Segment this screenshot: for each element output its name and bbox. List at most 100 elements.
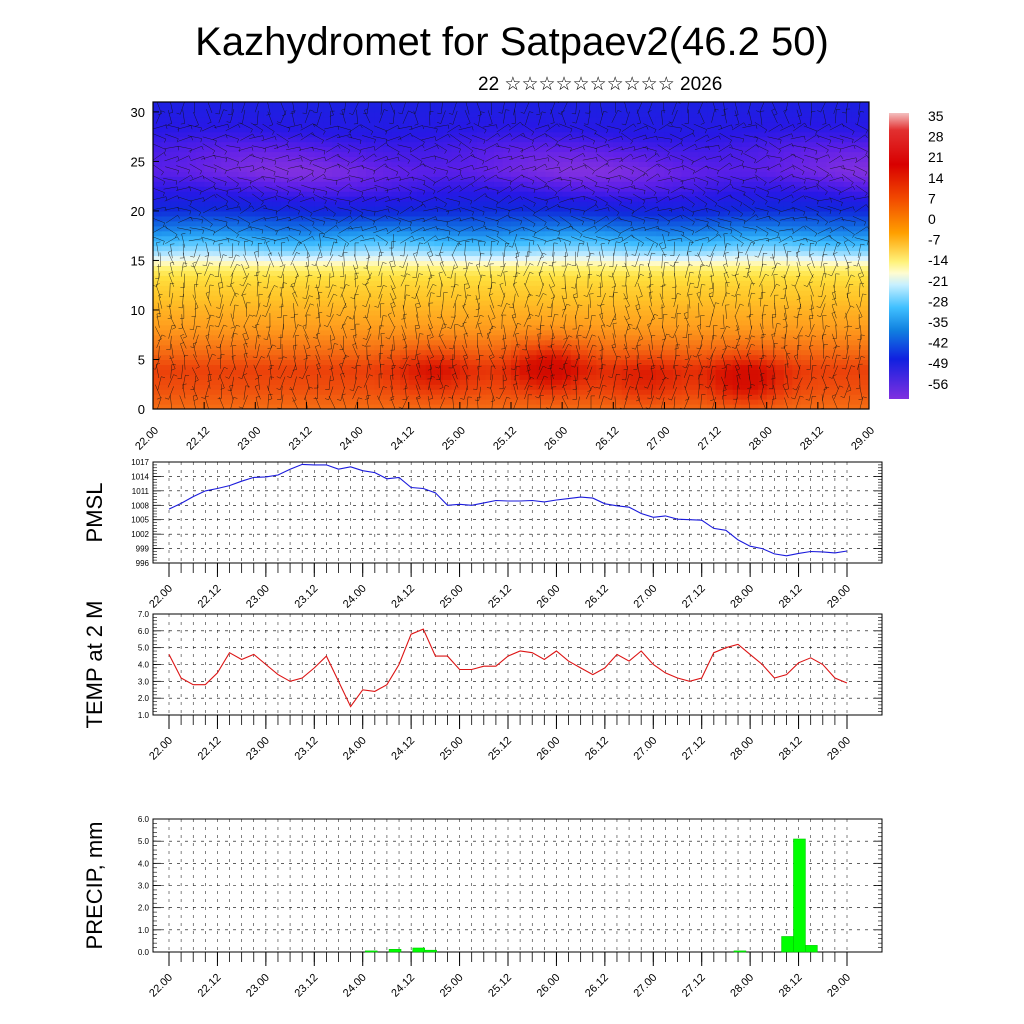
- heatmap-cell: [468, 270, 478, 276]
- heatmap-cell: [459, 399, 469, 405]
- heatmap-cell: [783, 151, 793, 158]
- heatmap-cell: [630, 290, 640, 296]
- heatmap-cell: [374, 339, 384, 346]
- heatmap-cell: [749, 161, 759, 167]
- heatmap-cell: [749, 339, 759, 346]
- heatmap-cell: [655, 176, 666, 182]
- heatmap-cell: [664, 280, 674, 286]
- heatmap-cell: [238, 250, 248, 257]
- heatmap-cell: [357, 349, 367, 356]
- heatmap-cell: [246, 171, 256, 177]
- heatmap-cell: [332, 186, 342, 192]
- heatmap-cell: [400, 255, 410, 262]
- heatmap-cell: [485, 309, 495, 316]
- heatmap-cell: [255, 205, 265, 212]
- heatmap-cell: [153, 404, 163, 409]
- heatmap-cell: [664, 156, 674, 163]
- heatmap-cell: [783, 131, 793, 138]
- heatmap-cell: [613, 181, 623, 187]
- heatmap-cell: [511, 240, 521, 247]
- heatmap-cell: [476, 285, 487, 291]
- heatmap-cell: [442, 186, 452, 192]
- heatmap-cell: [178, 334, 188, 341]
- heatmap-cell: [408, 161, 418, 167]
- heatmap-cell: [229, 220, 239, 227]
- heatmap-cell: [374, 285, 384, 291]
- heatmap-cell: [459, 270, 469, 276]
- heatmap-cell: [587, 344, 597, 351]
- heatmap-cell: [604, 205, 614, 212]
- heatmap-cell: [817, 146, 827, 153]
- heatmap-cell: [655, 270, 666, 276]
- heatmap-cell: [826, 181, 836, 187]
- heatmap-cell: [204, 399, 214, 405]
- heatmap-cell: [485, 151, 495, 158]
- heatmap-cell: [238, 374, 248, 380]
- heatmap-cell: [613, 116, 623, 123]
- heatmap-cell: [604, 161, 614, 167]
- heatmap-cell: [374, 181, 384, 187]
- heatmap-cell: [690, 210, 700, 217]
- heatmap-cell: [690, 275, 700, 281]
- heatmap-cell: [434, 349, 444, 356]
- heatmap-cell: [255, 324, 265, 331]
- heatmap-cell: [272, 384, 282, 390]
- heatmap-cell: [238, 305, 248, 311]
- heatmap-cell: [775, 339, 785, 346]
- heatmap-cell: [374, 305, 384, 311]
- heatmap-cell: [204, 215, 214, 222]
- heatmap-cell: [195, 394, 205, 400]
- heatmap-cell: [297, 314, 308, 321]
- heatmap-cell: [442, 394, 452, 400]
- heatmap-cell: [698, 319, 708, 326]
- heatmap-cell: [161, 329, 171, 336]
- heatmap-cell: [187, 305, 197, 311]
- heatmap-cell: [263, 171, 273, 177]
- heatmap-cell: [417, 131, 427, 138]
- heatmap-cell: [758, 191, 768, 197]
- heatmap-cell: [332, 106, 342, 113]
- heatmap-cell: [579, 349, 589, 356]
- heatmap-cell: [366, 309, 376, 316]
- heatmap-cell: [715, 131, 725, 138]
- heatmap-cell: [834, 280, 845, 286]
- heatmap-cell: [502, 404, 512, 409]
- heatmap-cell: [519, 210, 529, 217]
- heatmap-cell: [570, 364, 580, 370]
- heatmap-cell: [366, 102, 376, 108]
- heatmap-cell: [263, 364, 273, 370]
- heatmap-cell: [630, 379, 640, 385]
- heatmap-cell: [280, 181, 290, 187]
- heatmap-cell: [511, 404, 521, 409]
- heatmap-cell: [817, 136, 827, 143]
- heatmap-cell: [178, 116, 188, 123]
- heatmap-cell: [681, 275, 691, 281]
- heatmap-cell: [655, 141, 666, 148]
- heatmap-cell: [221, 319, 231, 326]
- heatmap-cell: [570, 290, 580, 296]
- heatmap-cell: [229, 151, 239, 158]
- heatmap-cell: [468, 156, 478, 163]
- heatmap-cell: [690, 329, 700, 336]
- heatmap-cell: [741, 265, 751, 271]
- heatmap-cell: [306, 275, 316, 281]
- heatmap-cell: [800, 146, 810, 153]
- heatmap-cell: [357, 285, 367, 291]
- heatmap-cell: [698, 102, 708, 108]
- heatmap-cell: [314, 285, 325, 291]
- heatmap-cell: [459, 265, 469, 271]
- heatmap-cell: [297, 141, 308, 148]
- heatmap-cell: [519, 329, 529, 336]
- heatmap-cell: [783, 136, 793, 143]
- heatmap-cell: [758, 379, 768, 385]
- heatmap-cell: [817, 404, 827, 409]
- heatmap-cell: [153, 339, 163, 346]
- heatmap-cell: [468, 379, 478, 385]
- heatmap-cell: [783, 369, 793, 375]
- heatmap-cell: [323, 379, 333, 385]
- heatmap-cell: [332, 265, 342, 271]
- heatmap-cell: [349, 295, 359, 301]
- heatmap-cell: [493, 191, 504, 197]
- heatmap-cell: [800, 240, 810, 247]
- heatmap-cell: [314, 354, 325, 361]
